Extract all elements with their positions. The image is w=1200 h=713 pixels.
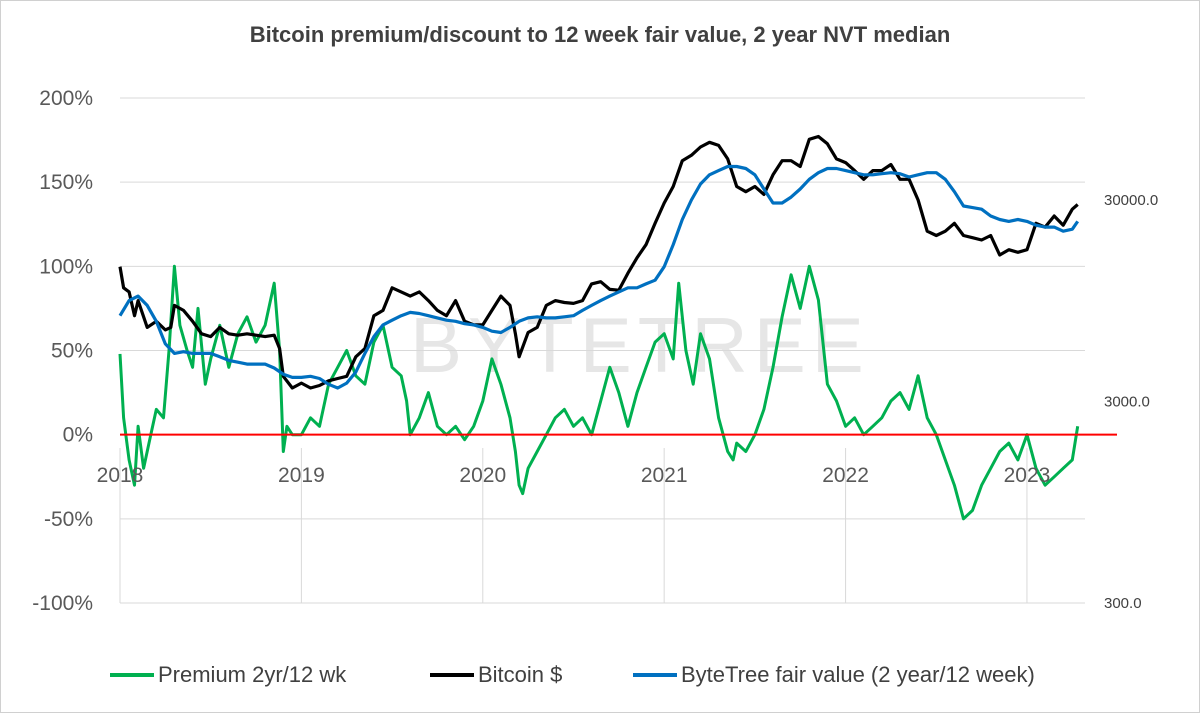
y-tick-label: 0% <box>63 424 93 447</box>
legend-label-fair-value: ByteTree fair value (2 year/12 week) <box>681 662 1035 687</box>
right-tick-label: 300.0 <box>1104 595 1142 612</box>
legend-swatch-premium <box>110 673 154 677</box>
chart-title: Bitcoin premium/discount to 12 week fair… <box>249 22 951 47</box>
premium-line <box>118 264 1080 521</box>
legend: Premium 2yr/12 wk Bitcoin $ ByteTree fai… <box>0 662 1200 692</box>
x-tick-label: 2021 <box>641 464 688 487</box>
legend-label-bitcoin: Bitcoin $ <box>478 662 563 687</box>
y-tick-label: -50% <box>44 508 93 531</box>
series-lines <box>118 134 1117 521</box>
year-markers <box>119 448 1028 603</box>
y-tick-label: 100% <box>39 255 93 278</box>
legend-item-premium: Premium 2yr/12 wk <box>110 662 346 688</box>
watermark: BYTETREE <box>410 301 870 389</box>
x-tick-label: 2022 <box>822 464 869 487</box>
fair-value-line <box>118 164 1080 390</box>
x-tick-label: 2018 <box>97 464 144 487</box>
x-tick-label: 2020 <box>459 464 506 487</box>
right-tick-label: 3000.0 <box>1104 394 1150 411</box>
x-axis-ticks: 2018 2019 2020 2021 2022 2023 <box>97 464 1051 487</box>
right-axis-ticks: 300.0 3000.0 30000.0 <box>1104 192 1158 612</box>
bitcoin-line <box>118 134 1079 390</box>
y-tick-label: -100% <box>32 592 93 615</box>
legend-item-bitcoin: Bitcoin $ <box>430 662 562 688</box>
legend-swatch-fair-value <box>633 673 677 677</box>
legend-label-premium: Premium 2yr/12 wk <box>158 662 347 687</box>
legend-swatch-bitcoin <box>430 673 474 677</box>
left-axis-ticks: -100% -50% 0% 50% 100% 150% 200% <box>32 87 93 615</box>
x-tick-label: 2023 <box>1004 464 1051 487</box>
legend-item-fair-value: ByteTree fair value (2 year/12 week) <box>633 662 1035 688</box>
right-tick-label: 30000.0 <box>1104 192 1158 209</box>
y-tick-label: 50% <box>51 340 93 363</box>
y-tick-label: 150% <box>39 171 93 194</box>
x-tick-label: 2019 <box>278 464 325 487</box>
y-tick-label: 200% <box>39 87 93 110</box>
